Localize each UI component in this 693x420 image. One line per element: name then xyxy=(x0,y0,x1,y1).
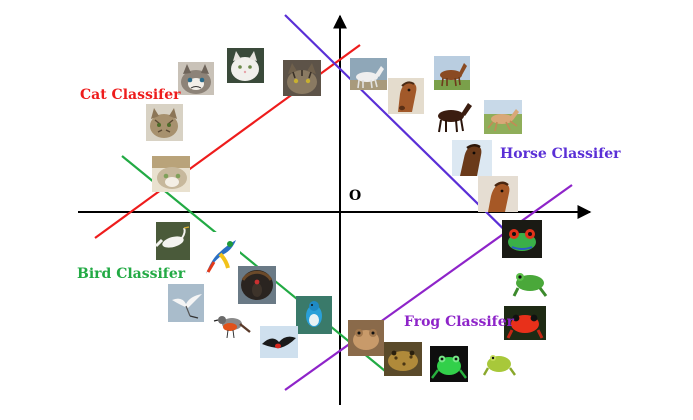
horse-thumbnail-horse-head-sky xyxy=(452,140,492,176)
horse-thumbnail-chestnut-horse xyxy=(434,56,470,90)
bird-thumbnail-blue-bird xyxy=(296,296,332,334)
bird-thumbnail-heron-flight xyxy=(168,284,204,322)
origin-label: O xyxy=(349,188,362,204)
horse-thumbnail-horse-field xyxy=(478,176,518,212)
frog-thumbnail-brown-frog xyxy=(348,320,384,356)
cat-thumbnail-grumpy-cat xyxy=(178,62,214,95)
frog-thumbnail-red-frog xyxy=(504,306,546,340)
bird-thumbnail-frigatebird xyxy=(260,326,298,358)
cat-classifier-label: Cat Classifer xyxy=(80,87,181,103)
frog-thumbnail-toad xyxy=(384,342,422,376)
bird-thumbnail-egret xyxy=(154,222,190,260)
cat-thumbnail-tabby-cat xyxy=(283,60,321,96)
bird-thumbnail-turkey xyxy=(238,266,276,304)
horse-thumbnail-white-horse xyxy=(350,58,387,90)
bird-thumbnail-robin xyxy=(212,306,252,342)
horse-classifier-label: Horse Classifer xyxy=(500,146,621,162)
horse-thumbnail-dark-bay-horse xyxy=(430,96,476,136)
frog-thumbnail-green-frog xyxy=(510,266,550,298)
frog-thumbnail-glass-frog xyxy=(430,346,468,382)
frog-classifier-label: Frog Classifer xyxy=(404,314,514,330)
frog-thumbnail-yellow-green-frog xyxy=(480,346,518,378)
bird-classifier-label: Bird Classifer xyxy=(77,266,186,282)
cat-thumbnail-striped-cat xyxy=(146,104,183,141)
cat-thumbnail-peeking-cat xyxy=(152,156,190,192)
horse-thumbnail-galloping-horse xyxy=(484,100,522,134)
frog-thumbnail-tree-frog-eye xyxy=(502,220,542,258)
bird-classifier-line xyxy=(121,155,391,376)
cat-thumbnail-white-cat xyxy=(227,48,264,83)
frog-classifier-line xyxy=(284,184,573,391)
bird-thumbnail-macaw xyxy=(200,232,240,278)
horse-thumbnail-brown-horse-head xyxy=(388,78,424,114)
